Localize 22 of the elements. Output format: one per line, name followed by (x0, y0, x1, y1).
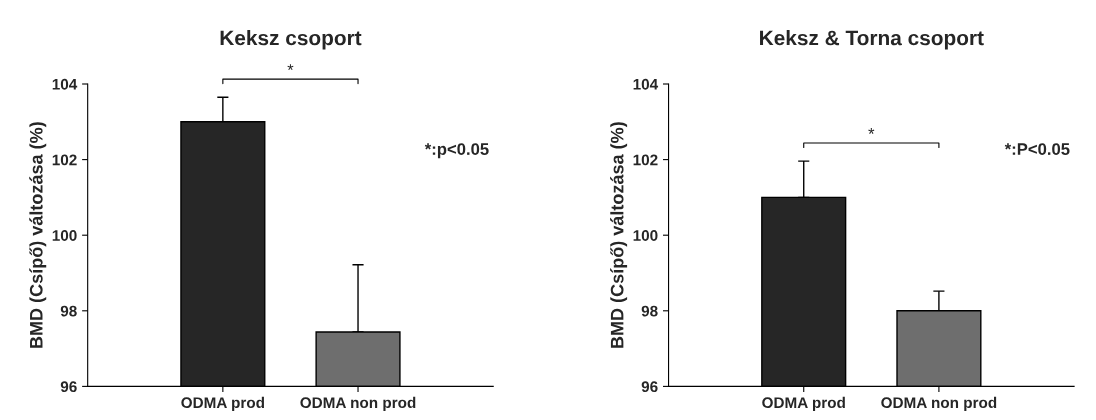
chart-title: Keksz & Torna csoport (760, 30, 984, 50)
y-tick-label: 98 (60, 305, 77, 317)
y-tick-label: 102 (633, 154, 658, 166)
x-tick-label: ODMA non prod (881, 396, 997, 412)
x-tick-label: ODMA prod (181, 396, 264, 412)
annotation: *:p<0.05 (424, 143, 489, 159)
y-tick-label: 96 (60, 381, 77, 393)
text: * (287, 64, 294, 71)
annotation: *:P<0.05 (1004, 143, 1070, 155)
y-tick-label: 102 (52, 154, 77, 166)
y-tick-label: 104 (633, 78, 659, 90)
y-tick-label: 100 (633, 230, 658, 241)
annotation: * (868, 128, 875, 134)
y-tick-label: 104 (52, 78, 78, 90)
y-axis-title: BMD (Csípő) változása (%) (610, 122, 628, 348)
y-tick-label: 96 (641, 381, 658, 393)
chart-title: Keksz csoport (220, 30, 362, 50)
y-tick-label: 98 (641, 305, 658, 317)
x-tick-label: ODMA prod (762, 396, 845, 412)
x-tick-label: ODMA non prod (300, 396, 416, 412)
y-tick-label: 100 (52, 230, 77, 241)
y-axis-title: BMD (Csípő) változása (%) (29, 122, 47, 348)
